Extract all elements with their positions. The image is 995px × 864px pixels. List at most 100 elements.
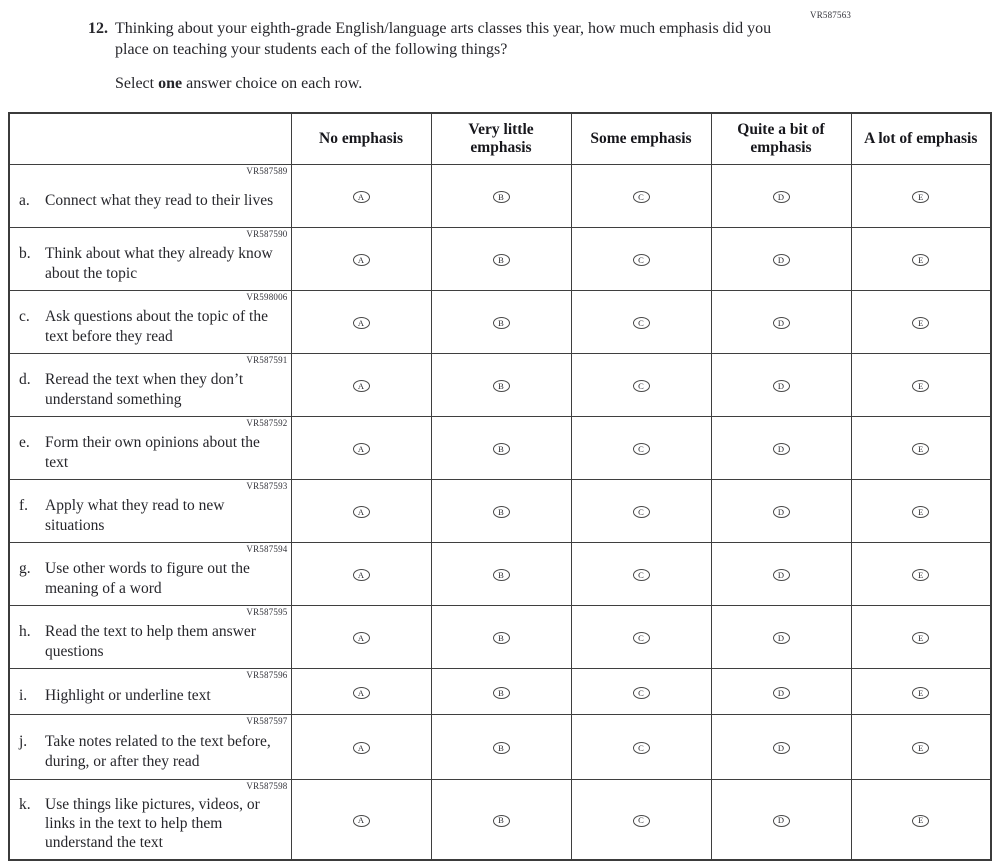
answer-bubble-d[interactable]: D [772,686,790,699]
answer-bubble-c[interactable]: C [632,443,650,456]
option-cell-d: D [710,290,852,354]
answer-bubble-b[interactable]: B [492,742,510,755]
answer-bubble-c[interactable]: C [632,191,650,204]
answer-bubble-c[interactable]: C [632,742,650,755]
question-text: Thinking about your eighth-grade English… [115,20,772,59]
row-label: Use things like pictures, videos, or lin… [45,795,260,852]
option-cell-a: A [290,479,432,543]
option-cell-b: B [430,668,572,715]
question-number: 12. [88,20,108,37]
row-code: VR587591 [246,355,288,365]
answer-bubble-e[interactable]: E [912,632,930,645]
answer-bubble-c[interactable]: C [632,317,650,330]
answer-bubble-d[interactable]: D [772,814,790,827]
answer-bubble-d[interactable]: D [772,632,790,645]
option-cell-c: C [570,668,712,715]
answer-bubble-b[interactable]: B [492,191,510,204]
answer-bubble-b[interactable]: B [492,254,510,267]
option-cell-e: E [850,164,992,228]
option-cell-b: B [430,290,572,354]
answer-bubble-c[interactable]: C [632,686,650,699]
option-cell-c: C [570,779,712,860]
answer-bubble-c[interactable]: C [632,814,650,827]
answer-bubble-e[interactable]: E [912,742,930,755]
answer-bubble-c[interactable]: C [632,632,650,645]
answer-bubble-b[interactable]: B [492,569,510,582]
answer-bubble-c[interactable]: C [632,380,650,393]
option-cell-a: A [290,227,432,291]
option-cell-c: C [570,164,712,228]
answer-bubble-d[interactable]: D [772,443,790,456]
row-letter: a. [19,191,30,209]
row-label-cell: VR587596 i. Highlight or underline text [8,668,292,715]
option-cell-a: A [290,164,432,228]
answer-bubble-d[interactable]: D [772,506,790,519]
answer-bubble-a[interactable]: A [352,317,370,330]
row-code: VR587595 [246,607,288,617]
row-label-cell: VR598006 c. Ask questions about the topi… [8,290,292,354]
option-cell-b: B [430,164,572,228]
table-row: VR598006 c. Ask questions about the topi… [8,290,992,354]
answer-bubble-e[interactable]: E [912,814,930,827]
answer-bubble-d[interactable]: D [772,254,790,267]
table-row: VR587593 f. Apply what they read to new … [8,479,992,543]
option-cell-e: E [850,227,992,291]
table-row: VR587597 j. Take notes related to the te… [8,714,992,780]
row-letter: e. [19,434,30,452]
answer-bubble-b[interactable]: B [492,814,510,827]
answer-bubble-a[interactable]: A [352,742,370,755]
answer-bubble-a[interactable]: A [352,632,370,645]
answer-bubble-a[interactable]: A [352,814,370,827]
option-cell-e: E [850,779,992,860]
option-cell-d: D [710,227,852,291]
answer-bubble-a[interactable]: A [352,254,370,267]
answer-bubble-b[interactable]: B [492,686,510,699]
option-cell-b: B [430,479,572,543]
answer-bubble-b[interactable]: B [492,443,510,456]
answer-bubble-d[interactable]: D [772,380,790,393]
answer-bubble-c[interactable]: C [632,569,650,582]
row-label: Use other words to figure out the meanin… [45,560,250,597]
header-very-little-emphasis: Very little emphasis [430,112,572,165]
instruction-suffix: answer choice on each row. [182,75,363,93]
answer-bubble-d[interactable]: D [772,569,790,582]
option-cell-d: D [710,416,852,480]
option-cell-e: E [850,605,992,669]
answer-bubble-d[interactable]: D [772,191,790,204]
answer-bubble-a[interactable]: A [352,686,370,699]
option-cell-e: E [850,542,992,606]
option-cell-c: C [570,542,712,606]
answer-bubble-c[interactable]: C [632,254,650,267]
answer-bubble-e[interactable]: E [912,443,930,456]
table-row: VR587598 k. Use things like pictures, vi… [8,779,992,860]
answer-bubble-b[interactable]: B [492,317,510,330]
answer-bubble-d[interactable]: D [772,742,790,755]
answer-bubble-a[interactable]: A [352,569,370,582]
answer-bubble-e[interactable]: E [912,380,930,393]
answer-bubble-d[interactable]: D [772,317,790,330]
option-cell-e: E [850,668,992,715]
option-cell-c: C [570,479,712,543]
answer-bubble-e[interactable]: E [912,569,930,582]
option-cell-a: A [290,668,432,715]
answer-bubble-a[interactable]: A [352,506,370,519]
answer-bubble-a[interactable]: A [352,380,370,393]
answer-bubble-e[interactable]: E [912,191,930,204]
table-row: VR587590 b. Think about what they alread… [8,227,992,291]
answer-bubble-e[interactable]: E [912,506,930,519]
answer-bubble-b[interactable]: B [492,380,510,393]
answer-bubble-e[interactable]: E [912,317,930,330]
answer-bubble-a[interactable]: A [352,191,370,204]
answer-bubble-c[interactable]: C [632,506,650,519]
option-cell-d: D [710,668,852,715]
answer-bubble-a[interactable]: A [352,443,370,456]
answer-bubble-b[interactable]: B [492,632,510,645]
option-cell-b: B [430,416,572,480]
answer-bubble-e[interactable]: E [912,686,930,699]
option-cell-c: C [570,714,712,780]
answer-bubble-e[interactable]: E [912,254,930,267]
row-code: VR587597 [246,716,288,726]
option-cell-a: A [290,542,432,606]
answer-bubble-b[interactable]: B [492,506,510,519]
option-cell-a: A [290,290,432,354]
